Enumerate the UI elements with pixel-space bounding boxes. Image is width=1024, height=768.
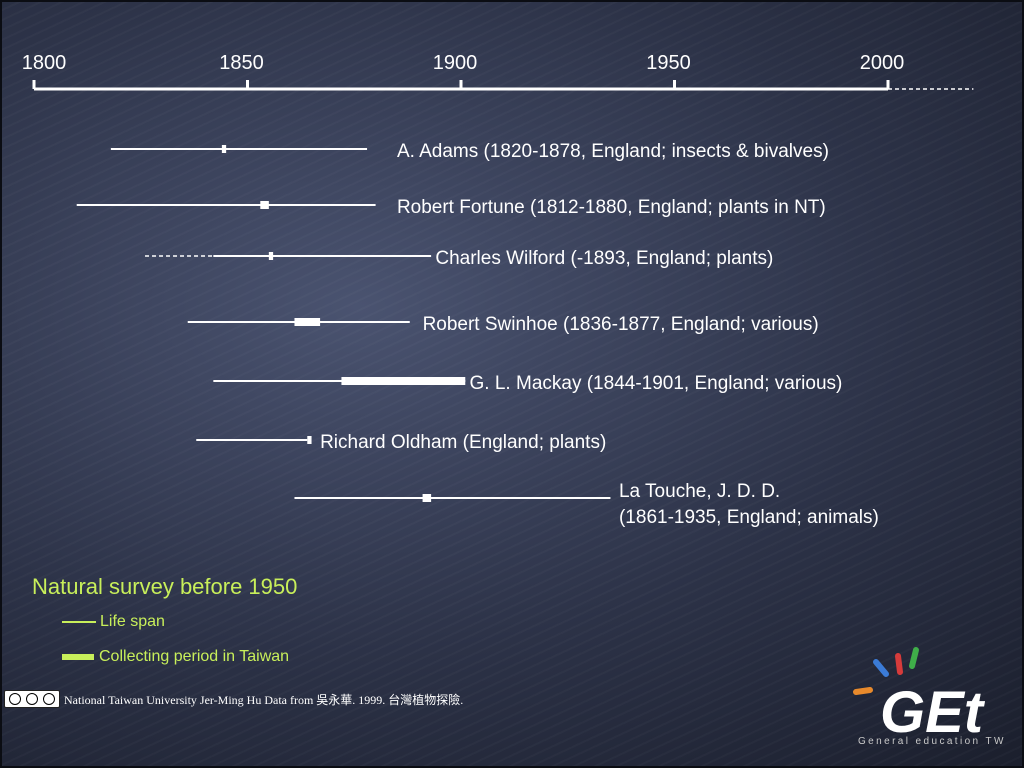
creative-commons-icon — [4, 690, 60, 708]
collecting-bar — [422, 494, 432, 502]
logo-stroke-green — [909, 647, 919, 669]
row-label: Robert Fortune (1812-1880, England; plan… — [397, 197, 826, 218]
legend-swatch-line — [62, 621, 96, 623]
collecting-bar — [260, 201, 269, 209]
collecting-bar — [268, 252, 274, 260]
collecting-bar — [221, 145, 227, 153]
axis-tick-label: 1900 — [433, 52, 478, 74]
legend-title: Natural survey before 1950 — [32, 574, 298, 599]
row-label: Robert Swinhoe (1836-1877, England; vari… — [423, 314, 819, 335]
get-logo: GEt — [853, 647, 986, 745]
legend-swatch-bar — [62, 654, 94, 660]
credit-line: National Taiwan University Jer-Ming Hu D… — [4, 690, 463, 708]
logo-stroke-orange — [853, 687, 873, 695]
axis-tick-label: 1950 — [646, 52, 691, 74]
axis-tick-label: 1850 — [219, 52, 264, 74]
collecting-bar — [307, 436, 312, 444]
legend-label-collecting-period: Collecting period in Taiwan — [99, 648, 290, 665]
logo-stroke-blue — [873, 659, 889, 677]
axis-tick-label: 1800 — [22, 52, 67, 74]
credit-text: National Taiwan University Jer-Ming Hu D… — [64, 692, 464, 707]
row-label: G. L. Mackay (1844-1901, England; variou… — [470, 373, 843, 394]
logo-tagline: General education TW — [858, 736, 1006, 747]
legend-item-collecting-period: Collecting period in Taiwan — [62, 648, 289, 666]
legend-label-life-span: Life span — [100, 613, 165, 630]
row-label-line2: (1861-1935, England; animals) — [619, 507, 879, 528]
row-label: A. Adams (1820-1878, England; insects & … — [397, 141, 829, 162]
row-label: La Touche, J. D. D. — [619, 481, 780, 502]
axis-tick-label: 2000 — [860, 52, 905, 74]
collecting-bar — [294, 318, 321, 326]
row-label: Charles Wilford (-1893, England; plants) — [435, 248, 773, 269]
row-label: Richard Oldham (England; plants) — [320, 432, 606, 453]
logo-stroke-red — [895, 653, 903, 675]
timeline-chart: 1800 1850 1900 1950 2000 A. Adams (1820-1878,… — [0, 0, 1024, 560]
logo-wordmark: GEt — [880, 680, 986, 745]
collecting-bar — [341, 377, 466, 385]
legend-item-life-span: Life span — [62, 613, 165, 631]
